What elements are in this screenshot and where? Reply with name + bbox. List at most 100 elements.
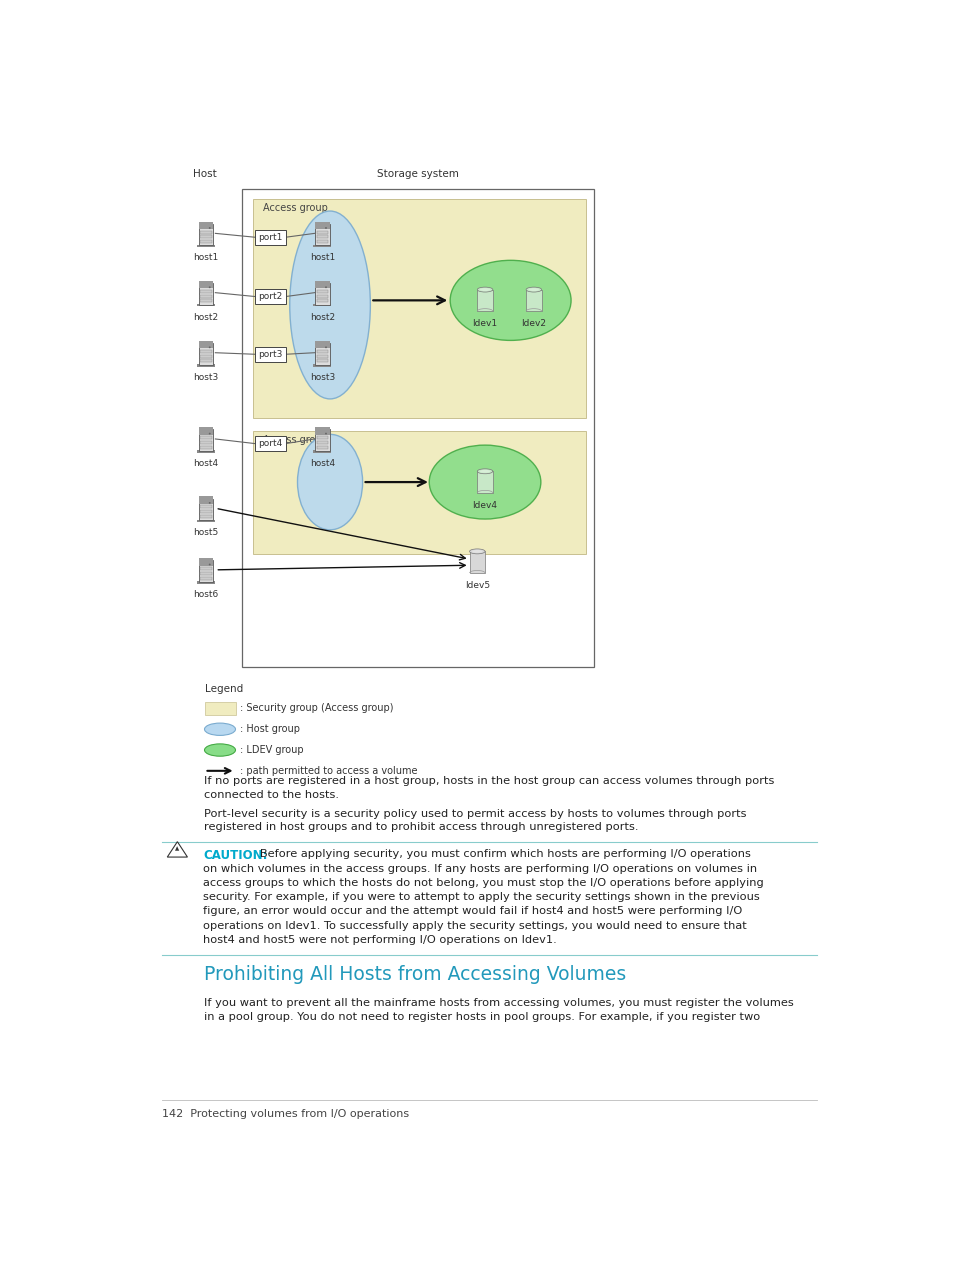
Bar: [200, 510, 212, 513]
Circle shape: [209, 286, 211, 289]
Text: host4: host4: [193, 459, 218, 468]
Text: Host: Host: [193, 169, 216, 179]
Bar: [316, 295, 328, 297]
Bar: [200, 567, 212, 571]
Bar: [198, 498, 213, 520]
Ellipse shape: [204, 744, 235, 756]
Bar: [198, 221, 213, 229]
Bar: [200, 515, 212, 519]
Bar: [197, 245, 214, 247]
Text: host4: host4: [310, 459, 335, 468]
Bar: [314, 221, 330, 229]
Bar: [254, 347, 286, 362]
Bar: [200, 572, 212, 574]
Bar: [198, 343, 213, 365]
Bar: [253, 198, 585, 418]
Bar: [198, 427, 213, 435]
Bar: [197, 520, 214, 522]
Text: ▲: ▲: [175, 846, 179, 850]
Bar: [314, 450, 331, 452]
Bar: [241, 189, 594, 667]
Bar: [200, 240, 212, 243]
Bar: [314, 224, 330, 245]
Text: connected to the hosts.: connected to the hosts.: [204, 789, 339, 799]
Bar: [254, 289, 286, 304]
Ellipse shape: [528, 289, 538, 291]
Text: security. For example, if you were to attempt to apply the security settings sho: security. For example, if you were to at…: [203, 892, 759, 902]
Ellipse shape: [472, 550, 482, 553]
Bar: [316, 290, 328, 292]
Bar: [253, 431, 585, 554]
Ellipse shape: [297, 435, 362, 530]
Text: : path permitted to access a volume: : path permitted to access a volume: [240, 766, 417, 775]
Bar: [198, 224, 213, 245]
Bar: [200, 436, 212, 440]
Bar: [476, 290, 493, 311]
Bar: [197, 581, 214, 583]
Ellipse shape: [204, 723, 235, 736]
Text: host4 and host5 were not performing I/O operations on ldev1.: host4 and host5 were not performing I/O …: [203, 935, 557, 944]
Bar: [197, 304, 214, 306]
Ellipse shape: [469, 549, 484, 554]
Bar: [316, 355, 328, 357]
Text: Access group: Access group: [262, 202, 327, 212]
Bar: [198, 497, 213, 503]
Text: in a pool group. You do not need to register hosts in pool groups. For example, : in a pool group. You do not need to regi…: [204, 1012, 760, 1022]
Circle shape: [209, 502, 211, 503]
Text: host3: host3: [310, 372, 335, 381]
Bar: [316, 350, 328, 353]
Text: access groups to which the hosts do not belong, you must stop the I/O operations: access groups to which the hosts do not …: [203, 878, 763, 888]
Text: : Host group: : Host group: [240, 724, 300, 735]
Text: registered in host groups and to prohibit access through unregistered ports.: registered in host groups and to prohibi…: [204, 822, 639, 833]
Text: port2: port2: [258, 292, 282, 301]
Bar: [314, 427, 330, 435]
Ellipse shape: [476, 469, 493, 474]
Bar: [197, 365, 214, 366]
Bar: [314, 430, 330, 451]
Bar: [200, 506, 212, 508]
Bar: [314, 365, 331, 366]
Text: host3: host3: [193, 372, 218, 381]
Bar: [198, 430, 213, 451]
Bar: [197, 450, 214, 452]
Ellipse shape: [525, 287, 541, 292]
Text: figure, an error would occur and the attempt would fail if host4 and host5 were : figure, an error would occur and the att…: [203, 906, 741, 916]
Text: If you want to prevent all the mainframe hosts from accessing volumes, you must : If you want to prevent all the mainframe…: [204, 998, 794, 1008]
Bar: [200, 290, 212, 292]
Bar: [316, 235, 328, 239]
Circle shape: [209, 347, 211, 348]
Bar: [200, 350, 212, 353]
Circle shape: [325, 228, 327, 229]
Bar: [198, 561, 213, 582]
Bar: [316, 446, 328, 449]
Bar: [314, 343, 330, 365]
Ellipse shape: [290, 211, 370, 399]
Bar: [200, 446, 212, 449]
Text: Access group: Access group: [262, 435, 327, 445]
Polygon shape: [167, 841, 187, 857]
Text: port4: port4: [258, 438, 282, 449]
Bar: [314, 341, 330, 348]
Bar: [316, 300, 328, 302]
Bar: [200, 230, 212, 234]
Bar: [204, 703, 235, 714]
Bar: [200, 295, 212, 297]
Bar: [476, 472, 493, 493]
Text: host1: host1: [310, 253, 335, 262]
Ellipse shape: [479, 289, 490, 291]
Text: Legend: Legend: [204, 684, 242, 694]
Ellipse shape: [479, 470, 490, 473]
Bar: [198, 558, 213, 566]
Bar: [314, 283, 330, 305]
Text: host2: host2: [310, 313, 335, 322]
Circle shape: [209, 432, 211, 435]
Bar: [198, 281, 213, 289]
Text: ldev4: ldev4: [472, 501, 497, 510]
Text: Prohibiting All Hosts from Accessing Volumes: Prohibiting All Hosts from Accessing Vol…: [204, 965, 626, 984]
Text: Port-level security is a security policy used to permit access by hosts to volum: Port-level security is a security policy…: [204, 808, 746, 819]
Circle shape: [325, 347, 327, 348]
Bar: [254, 436, 286, 451]
Bar: [316, 441, 328, 444]
Bar: [525, 290, 541, 311]
Circle shape: [325, 432, 327, 435]
